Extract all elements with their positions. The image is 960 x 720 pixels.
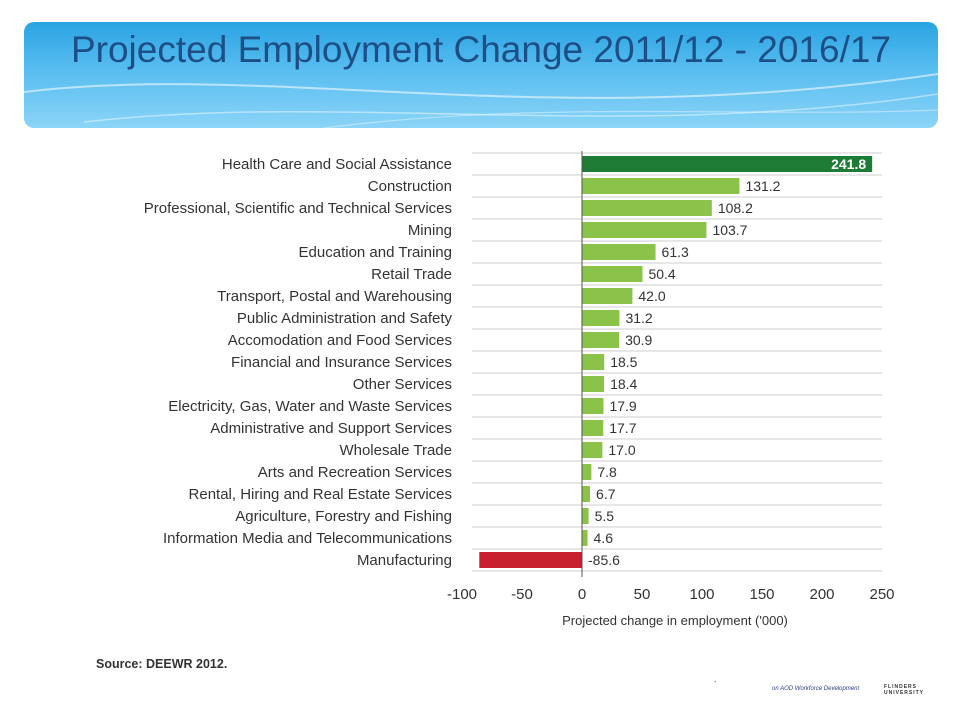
x-tick-label: 150 bbox=[749, 586, 774, 603]
category-label: Wholesale Trade bbox=[339, 442, 452, 459]
grid-layer bbox=[472, 152, 882, 572]
bar-19 bbox=[479, 552, 582, 568]
value-label: 30.9 bbox=[625, 332, 652, 348]
category-label: Financial and Insurance Services bbox=[231, 354, 452, 371]
value-label: 17.7 bbox=[609, 420, 636, 436]
x-tick-label: 50 bbox=[634, 586, 651, 603]
x-tick-label: -50 bbox=[511, 586, 533, 603]
bar-17 bbox=[582, 508, 589, 524]
slide-title: Projected Employment Change 2011/12 - 20… bbox=[70, 29, 892, 70]
category-label: Public Administration and Safety bbox=[237, 310, 453, 327]
category-label: Agriculture, Forestry and Fishing bbox=[235, 508, 452, 525]
bar-12 bbox=[582, 398, 604, 414]
bar-2 bbox=[582, 178, 740, 194]
value-label: 61.3 bbox=[662, 244, 689, 260]
value-label: 6.7 bbox=[596, 486, 616, 502]
bar-6 bbox=[582, 266, 643, 282]
category-label: Health Care and Social Assistance bbox=[222, 156, 452, 173]
header-band bbox=[24, 22, 938, 128]
bar-18 bbox=[582, 530, 588, 546]
value-label: 108.2 bbox=[718, 200, 753, 216]
value-label: 18.4 bbox=[610, 376, 637, 392]
category-label: Manufacturing bbox=[357, 552, 452, 569]
category-labels: Health Care and Social Assistance Constru… bbox=[144, 156, 453, 569]
value-label: 131.2 bbox=[745, 178, 780, 194]
value-label: 4.6 bbox=[594, 530, 614, 546]
x-tick-label: 0 bbox=[578, 586, 586, 603]
bar-7 bbox=[582, 288, 633, 304]
x-tick-label: -100 bbox=[447, 586, 477, 603]
category-label: Retail Trade bbox=[371, 266, 452, 283]
value-label: 7.8 bbox=[597, 464, 617, 480]
value-label: 50.4 bbox=[648, 266, 675, 282]
source-note: Source: DEEWR 2012. bbox=[96, 657, 228, 671]
value-label: 18.5 bbox=[610, 354, 637, 370]
category-label: Education and Training bbox=[299, 244, 452, 261]
value-labels: 241.8 131.2 108.2 103.7 61.3 50.4 42.0 31.2 30.9… bbox=[588, 156, 866, 568]
x-tick-label: 250 bbox=[869, 586, 894, 603]
category-label: Administrative and Support Services bbox=[210, 420, 452, 437]
category-label: Arts and Recreation Services bbox=[258, 464, 452, 481]
category-label: Accomodation and Food Services bbox=[228, 332, 452, 349]
category-label: Rental, Hiring and Real Estate Services bbox=[189, 486, 452, 503]
bar-9 bbox=[582, 332, 620, 348]
bar-8 bbox=[582, 310, 620, 326]
category-label: Mining bbox=[408, 222, 452, 239]
bar-16 bbox=[582, 486, 591, 502]
bar-5 bbox=[582, 244, 656, 260]
value-label: 31.2 bbox=[625, 310, 652, 326]
footer-logo-left: on AOD Workforce Development bbox=[772, 686, 860, 692]
footer-tick-mark: ` bbox=[714, 680, 717, 690]
bars-layer bbox=[479, 156, 873, 568]
category-label: Transport, Postal and Warehousing bbox=[217, 288, 452, 305]
footer-logo-right: FLINDERS UNIVERSITY bbox=[884, 684, 925, 696]
bar-11 bbox=[582, 376, 605, 392]
value-label: 5.5 bbox=[595, 508, 615, 524]
value-label: 17.0 bbox=[608, 442, 635, 458]
bar-10 bbox=[582, 354, 605, 370]
x-axis-ticks: -100 -50 0 50 100 150 200 250 bbox=[447, 586, 895, 603]
x-tick-label: 100 bbox=[689, 586, 714, 603]
value-label: 103.7 bbox=[712, 222, 747, 238]
value-label: 17.9 bbox=[609, 398, 636, 414]
bar-15 bbox=[582, 464, 592, 480]
category-label: Electricity, Gas, Water and Waste Servic… bbox=[168, 398, 452, 415]
x-tick-label: 200 bbox=[809, 586, 834, 603]
bar-4 bbox=[582, 222, 707, 238]
bar-3 bbox=[582, 200, 712, 216]
value-label: -85.6 bbox=[588, 552, 620, 568]
value-label: 241.8 bbox=[831, 156, 866, 172]
header-swoosh-icon bbox=[24, 73, 938, 128]
category-label: Construction bbox=[368, 178, 452, 195]
bar-14 bbox=[582, 442, 603, 458]
value-label: 42.0 bbox=[638, 288, 665, 304]
x-axis-title: Projected change in employment ('000) bbox=[562, 613, 788, 628]
category-label: Other Services bbox=[353, 376, 452, 393]
category-label: Professional, Scientific and Technical S… bbox=[144, 200, 452, 217]
bar-1 bbox=[582, 156, 873, 172]
bar-13 bbox=[582, 420, 604, 436]
category-label: Information Media and Telecommunications bbox=[163, 530, 452, 547]
